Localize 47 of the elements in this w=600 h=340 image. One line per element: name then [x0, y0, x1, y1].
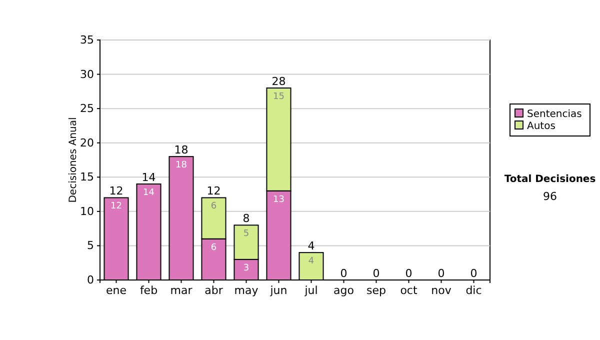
total-label: 12 — [109, 184, 124, 198]
y-tick-label: 5 — [87, 239, 94, 252]
x-tick-label: jun — [269, 284, 288, 297]
text: Total Decisiones — [504, 174, 596, 185]
y-tick-label: 0 — [87, 274, 94, 287]
y-tick-label: 10 — [80, 204, 94, 218]
data-label: 14 — [143, 188, 155, 198]
data-label: 15 — [273, 92, 284, 102]
total-label: 14 — [142, 171, 156, 184]
total-label: 12 — [206, 184, 221, 198]
data-label: 3 — [243, 263, 250, 274]
total-label: 4 — [308, 240, 315, 253]
x-tick-label: oct — [400, 284, 418, 297]
text: 96 — [543, 190, 557, 203]
y-tick-label: 35 — [80, 34, 94, 47]
total-label: 0 — [340, 267, 348, 280]
total-label: 0 — [470, 267, 478, 280]
data-label: 13 — [273, 194, 284, 205]
x-tick-label: ene — [106, 284, 127, 297]
x-tick-label: dic — [466, 284, 482, 297]
y-tick-label: 20 — [80, 136, 94, 150]
data-label: 12 — [110, 202, 122, 212]
x-tick-label: abr — [204, 284, 224, 297]
x-tick-label: jul — [304, 284, 318, 297]
total-label: 18 — [174, 144, 188, 157]
legend-label: Autos — [527, 121, 556, 132]
total-label: 0 — [438, 267, 445, 280]
data-label: 4 — [308, 256, 314, 267]
total-label: 0 — [372, 267, 380, 280]
x-tick-label: mar — [170, 284, 193, 297]
y-tick-label: 15 — [80, 170, 94, 184]
legend-label: Sentencias — [527, 109, 582, 120]
x-tick-label: ago — [334, 284, 354, 297]
x-tick-label: nov — [431, 284, 452, 297]
total-label: 0 — [405, 267, 412, 280]
data-label: 18 — [176, 160, 188, 171]
data-label: 6 — [210, 202, 217, 212]
y-tick-label: 25 — [80, 102, 94, 116]
data-label: 5 — [243, 229, 250, 240]
x-tick-label: feb — [140, 284, 158, 297]
data-label: 6 — [210, 242, 217, 253]
y-axis-title: Decisiones Anual — [68, 117, 79, 203]
total-label: 8 — [242, 212, 250, 226]
x-tick-label: may — [234, 284, 259, 297]
x-tick-label: sep — [366, 284, 386, 297]
total-label: 28 — [272, 75, 286, 88]
y-tick-label: 30 — [80, 68, 94, 81]
